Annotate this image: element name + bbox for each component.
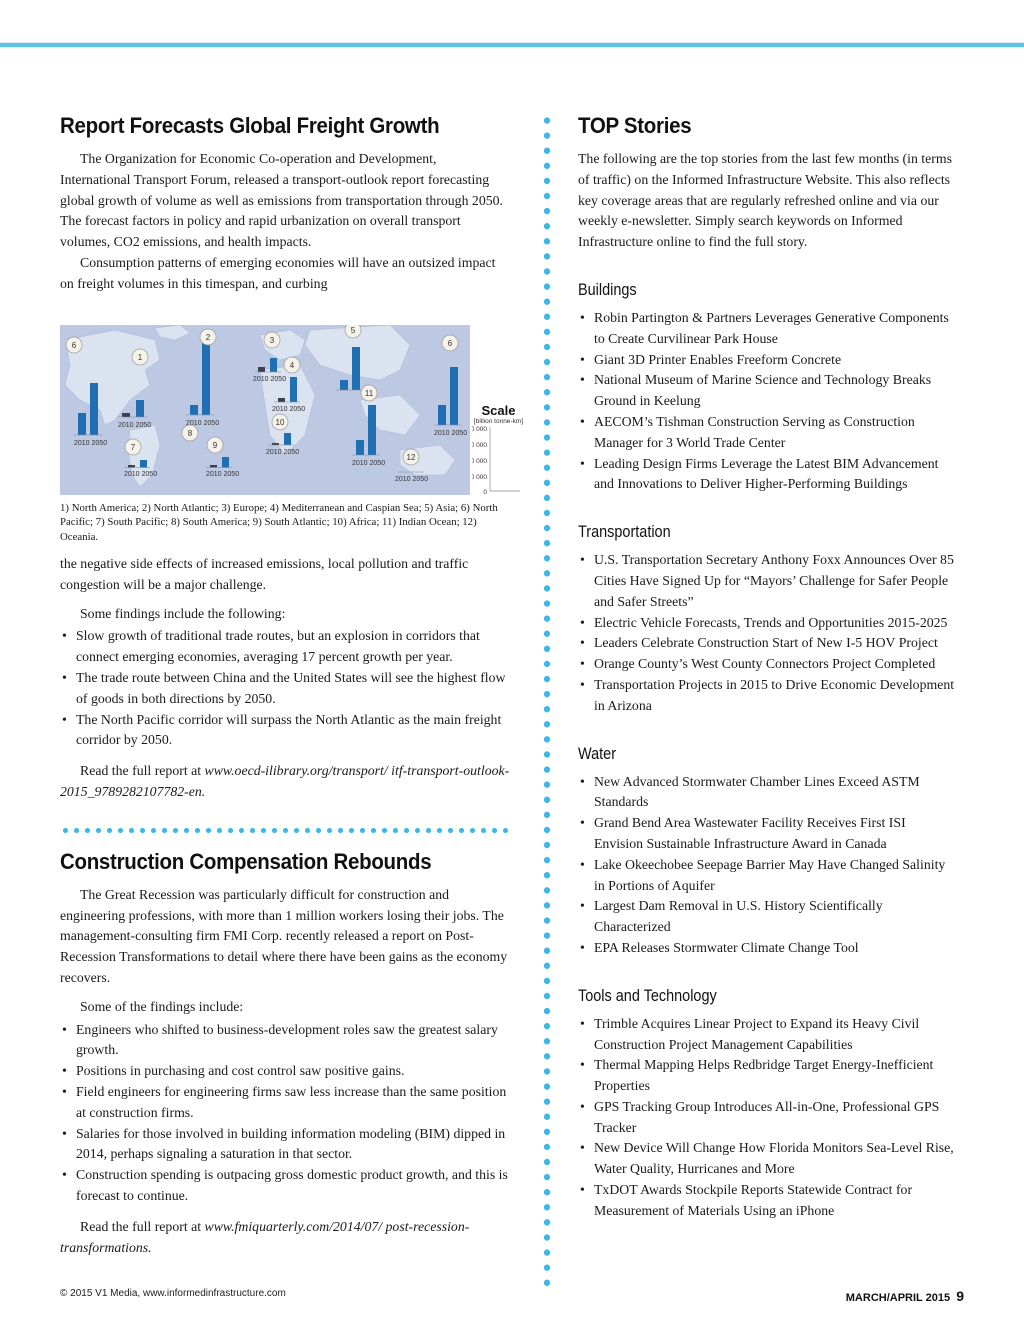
svg-text:10: 10 (276, 418, 285, 427)
svg-text:4: 4 (290, 361, 295, 370)
svg-text:2010 2050: 2010 2050 (352, 460, 385, 467)
svg-text:5: 5 (351, 326, 356, 335)
svg-text:1: 1 (138, 353, 143, 362)
svg-text:6: 6 (448, 339, 453, 348)
svg-text:9: 9 (213, 441, 218, 450)
svg-text:60 000: 60 000 (472, 442, 487, 449)
svg-text:2010 2050: 2010 2050 (74, 440, 107, 447)
svg-text:20 000: 20 000 (472, 474, 487, 481)
svg-text:2010 2050: 2010 2050 (434, 430, 467, 437)
svg-text:7: 7 (131, 443, 136, 452)
svg-text:3: 3 (270, 336, 275, 345)
svg-text:2010 2050: 2010 2050 (206, 471, 239, 478)
svg-text:6: 6 (72, 341, 77, 350)
svg-text:2010 2050: 2010 2050 (395, 476, 428, 483)
svg-text:2010 2050: 2010 2050 (266, 449, 299, 456)
svg-text:2010 2050: 2010 2050 (118, 422, 151, 429)
svg-text:2: 2 (206, 333, 211, 342)
svg-text:2010 2050: 2010 2050 (124, 471, 157, 478)
svg-text:11: 11 (365, 389, 374, 398)
svg-text:12: 12 (407, 453, 416, 462)
svg-text:0: 0 (483, 489, 487, 495)
svg-text:2010 2050: 2010 2050 (253, 376, 286, 383)
svg-text:40 000: 40 000 (472, 458, 487, 465)
svg-text:8: 8 (188, 429, 193, 438)
svg-text:2010 2050: 2010 2050 (272, 406, 305, 413)
svg-text:80 000: 80 000 (472, 426, 487, 433)
